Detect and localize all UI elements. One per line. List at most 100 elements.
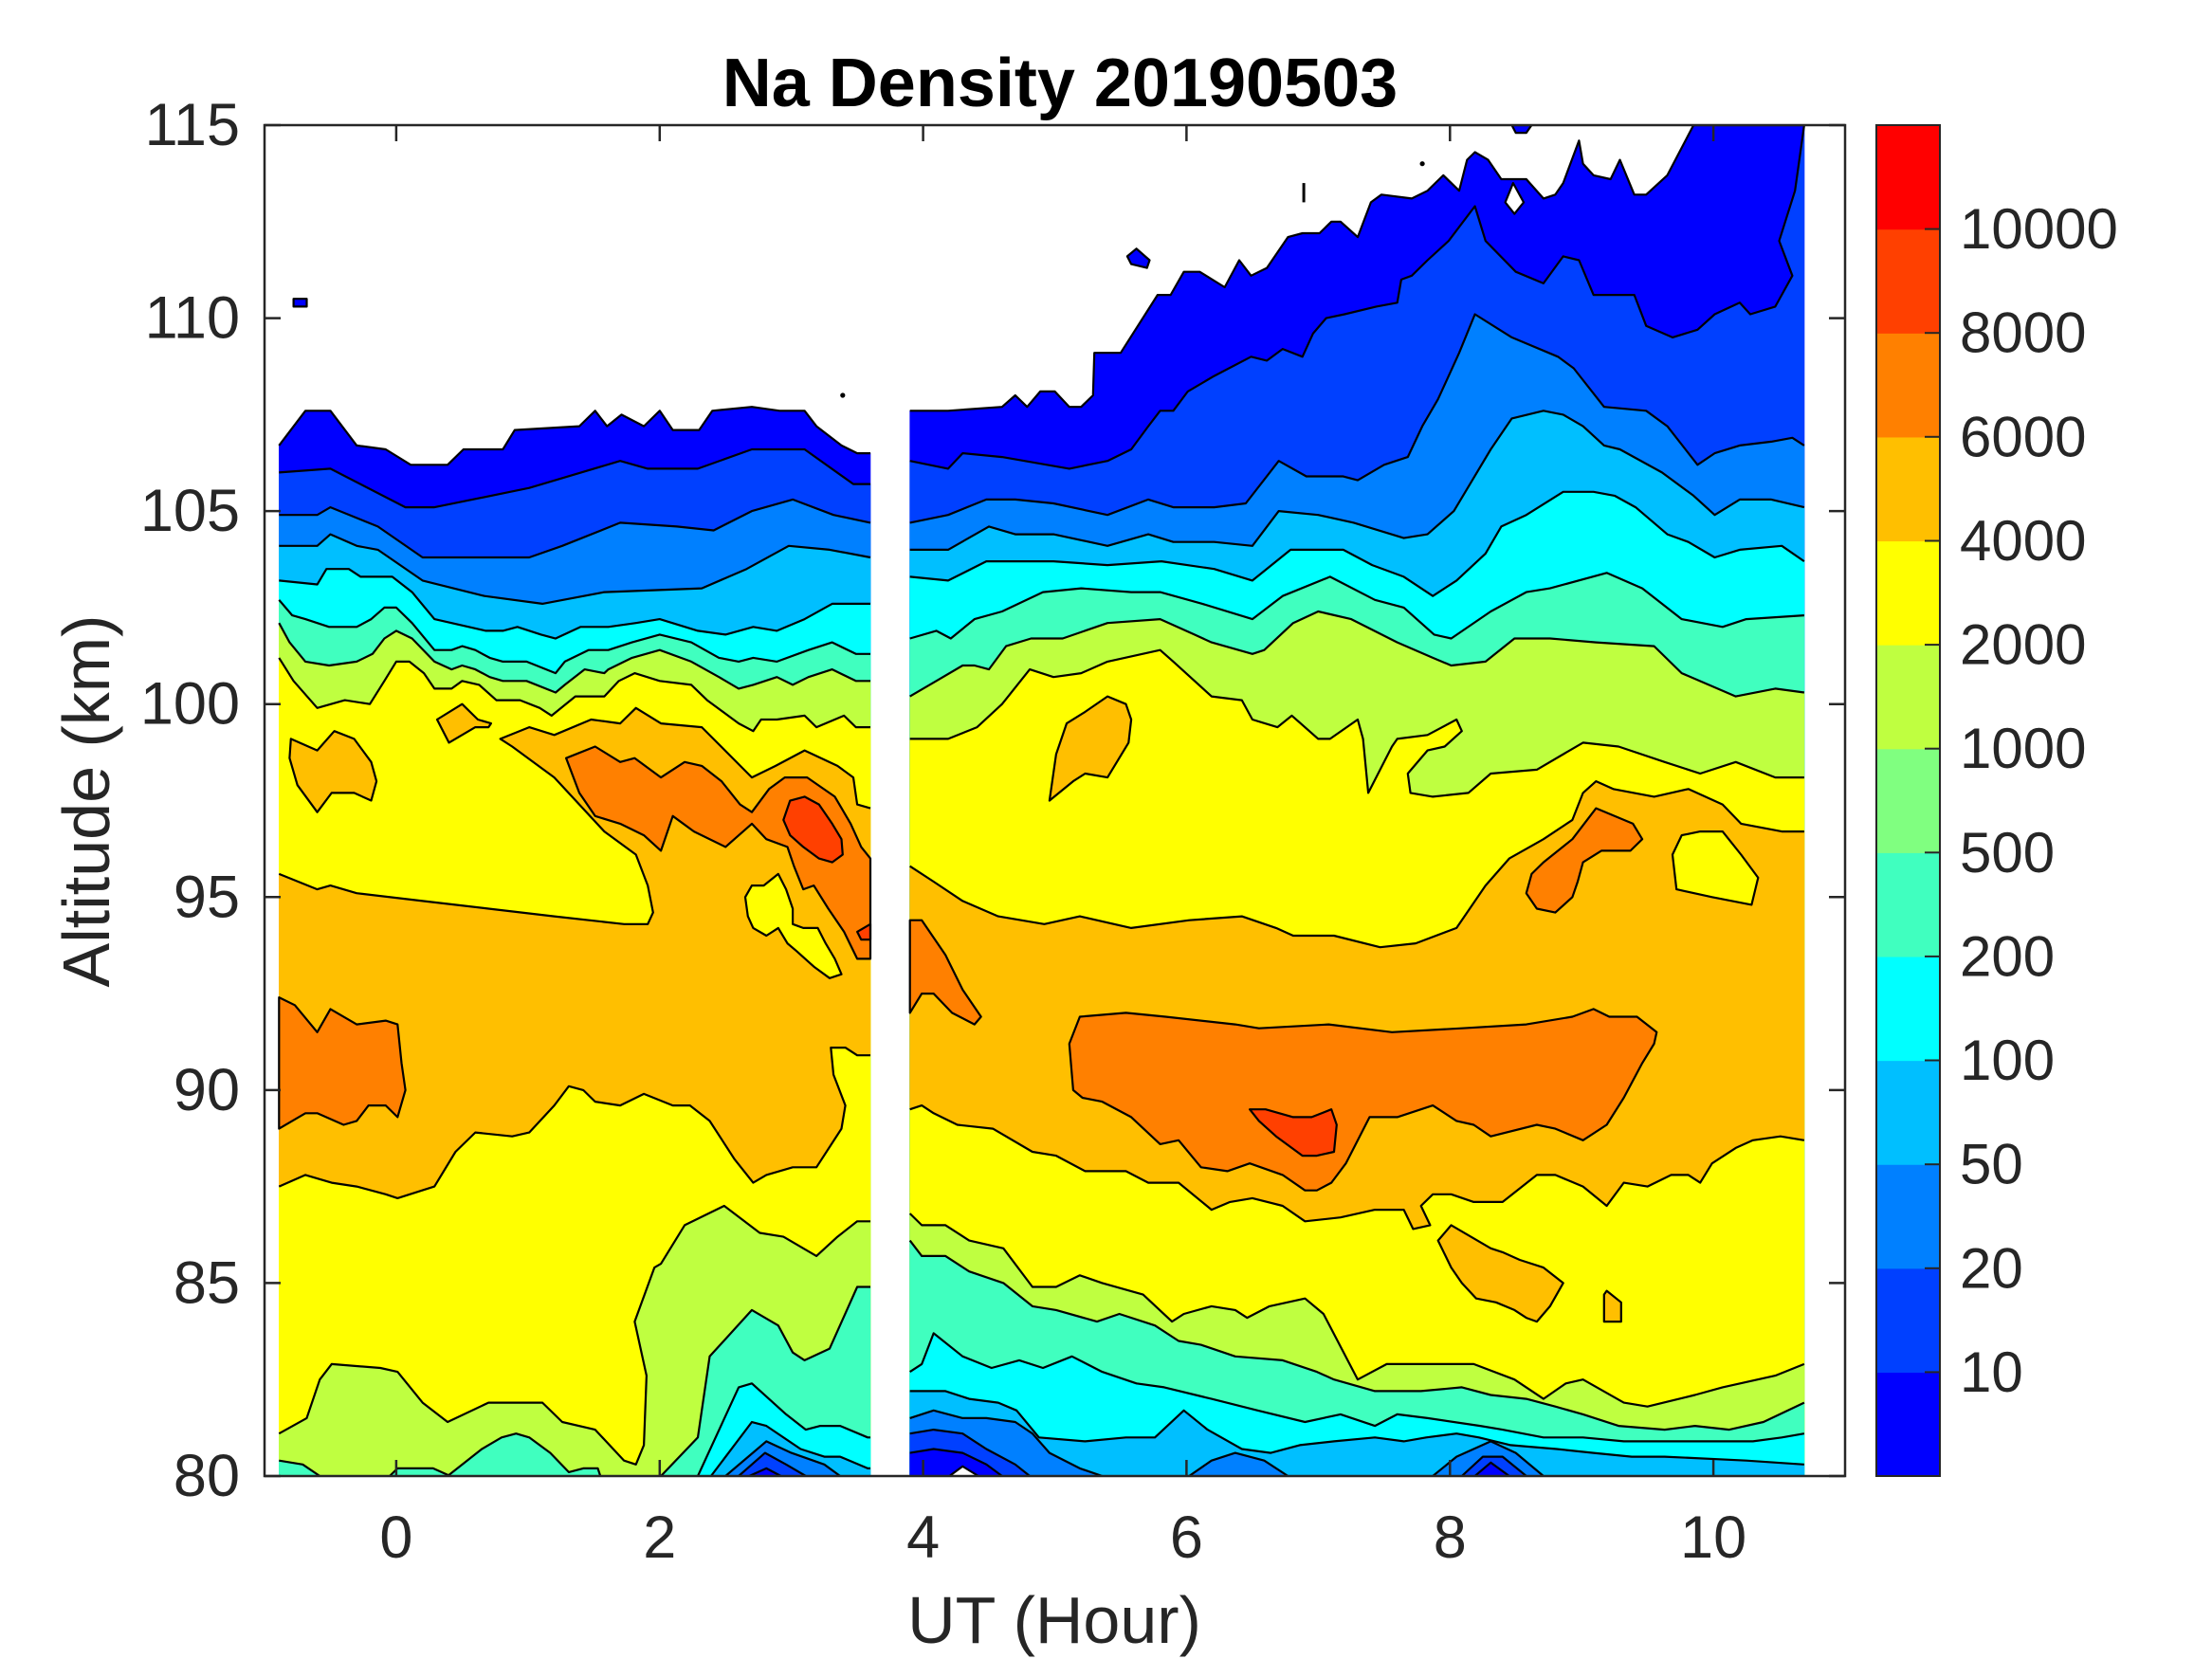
contour-line-panel-2-level-1000 — [908, 1239, 1805, 1431]
contour-line-panel-1-level-4000 — [743, 872, 843, 979]
colorbar-tick-label: 500 — [1960, 821, 2055, 884]
colorbar-band — [1876, 748, 1940, 853]
contour-line-panel-1-level-6000 — [564, 745, 872, 960]
y-tick-label: 95 — [174, 864, 240, 930]
contour-line-panel-2-level-2000 — [908, 1212, 1805, 1408]
contour-line-panel-1-level-1000 — [389, 1467, 451, 1476]
y-tick-label: 115 — [145, 92, 240, 158]
contour-line-panel-2-level-4000-top — [909, 779, 1804, 949]
contour-line-panel-2-level-100 — [909, 490, 1805, 597]
contour-line-panel-1-level-10 — [748, 1467, 782, 1476]
contour-line-panel-2-level-4000 — [1671, 830, 1760, 906]
colorbar-band — [1876, 956, 1940, 1062]
x-tick-label: 10 — [1680, 1504, 1746, 1571]
contour-line-panel-1-level-1000 — [447, 1432, 602, 1476]
contour-line-panel-2-level-4000 — [1436, 1224, 1564, 1323]
contour-line-panel-2-level-50 — [1432, 1440, 1545, 1476]
colorbar-band — [1876, 1164, 1940, 1269]
contour-line-panel-1-level-0 — [278, 406, 870, 466]
colorbar-tick-label: 10000 — [1960, 197, 2118, 261]
contour-line-panel-2-level-4000 — [1602, 1289, 1622, 1323]
colorbar-band — [1876, 540, 1940, 646]
y-tick-label: 80 — [174, 1443, 240, 1509]
plot-frame — [263, 123, 1847, 1478]
x-tick-label: 0 — [379, 1504, 412, 1571]
contour-line-panel-2-level-20 — [909, 1428, 1031, 1476]
contour-line-panel-2-level-0 — [909, 125, 1804, 412]
contour-line-panel-2-level-50 — [909, 1409, 1103, 1476]
y-tick-label: 90 — [174, 1057, 240, 1123]
contour-line-panel-1-level-10 — [279, 447, 870, 509]
colorbar-band — [1876, 125, 1940, 230]
colorbar-tick-label: 4000 — [1960, 509, 2086, 573]
contour-line-panel-1-level-4000-top — [278, 706, 871, 925]
colorbar-band — [1876, 228, 1940, 334]
colorbar-band — [1876, 1060, 1940, 1165]
contour-line-panel-2-level-50 — [1188, 1451, 1289, 1476]
contour-line-panel-2-level-6000 — [908, 919, 982, 1026]
y-axis-label: Altitude (km) — [49, 615, 123, 988]
x-tick-label: 4 — [906, 1504, 940, 1571]
contour-line-panel-2-level-6000 — [1525, 807, 1644, 914]
colorbar-tick-label: 200 — [1960, 924, 2055, 988]
contour-lines — [278, 125, 1805, 1476]
colorbar-tick-label: 100 — [1960, 1029, 2055, 1092]
contour-line-panel-1-level-0 — [292, 298, 308, 308]
chart-title: Na Density 20190503 — [722, 46, 1398, 121]
colorbar-band — [1876, 333, 1940, 438]
contour-line-panel-2-level-200 — [909, 572, 1804, 640]
colorbar-frame — [1875, 124, 1941, 1477]
contour-line-panel-1-level-100 — [279, 568, 870, 640]
x-tick-label: 6 — [1170, 1504, 1203, 1571]
contour-line-panel-1-level-1000 — [278, 622, 870, 694]
contour-line-panel-2-level-0 — [948, 1465, 979, 1476]
colorbar-tick-label: 10 — [1960, 1340, 2023, 1404]
contour-line-panel-1-level-100 — [710, 1420, 870, 1476]
colorbar-tick-label: 1000 — [1960, 717, 2086, 780]
contour-line-panel-2-level-6000 — [1068, 1008, 1658, 1192]
contour-line-panel-2-level-4000-bottom — [909, 1103, 1805, 1231]
contour-speck — [1419, 161, 1425, 167]
colorbar-band — [1876, 1372, 1940, 1477]
contour-line-panel-2-level-20 — [909, 313, 1805, 524]
axes: 0 2 4 6 8 10 115 110 105 100 95 90 85 80 — [140, 92, 1847, 1571]
colorbar-band — [1876, 436, 1940, 542]
contour-line-panel-2-level-10 — [909, 1448, 1003, 1476]
contour-line-panel-1-level-8000 — [855, 922, 872, 941]
colorbar-tick-label: 8000 — [1960, 301, 2086, 365]
contour-line-panel-1-level-4000 — [435, 702, 493, 744]
contour-line-panel-1-level-200 — [278, 599, 870, 675]
y-tick-label: 100 — [140, 671, 240, 738]
contour-line-panel-1-level-1000 — [660, 1285, 870, 1476]
contour-line-panel-2-level-0 — [1125, 247, 1151, 269]
x-tick-label: 2 — [643, 1504, 676, 1571]
contour-line-panel-2-level-0 — [1510, 125, 1533, 135]
colorbar-tick-label: 6000 — [1960, 405, 2086, 468]
contour-speck — [840, 392, 846, 398]
contour-line-panel-2-level-100 — [909, 1390, 1804, 1466]
contour-line-panel-1-level-50 — [279, 533, 871, 606]
y-tick-label: 110 — [145, 285, 240, 352]
colorbar-band — [1876, 1267, 1940, 1373]
contour-line-panel-1-level-8000 — [782, 795, 844, 864]
contour-line-panel-2-level-20 — [1461, 1455, 1527, 1476]
contour-line-panel-2-level-200 — [909, 1332, 1805, 1443]
contour-plot-area — [278, 125, 1805, 1476]
contour-line-panel-1-level-1000 — [279, 1459, 320, 1476]
contour-fill-panel-1-level-0 — [293, 298, 307, 307]
colorbar-band — [1876, 852, 1940, 957]
y-tick-label: 85 — [174, 1249, 240, 1316]
contour-line-panel-2-level-10 — [1473, 1461, 1510, 1476]
contour-line-panel-1-level-4000 — [288, 730, 378, 813]
contour-line-panel-1-level-20 — [738, 1451, 807, 1476]
colorbar: 10000 8000 6000 4000 2000 1000 500 200 100 50 20 10 — [1875, 124, 2118, 1477]
contour-line-panel-1-level-6000 — [278, 995, 407, 1130]
colorbar-tick-label: 50 — [1960, 1133, 2023, 1196]
contour-line-panel-2-level-4000 — [1048, 695, 1133, 802]
contour-line-panel-1-level-2000 — [278, 1204, 870, 1466]
y-tick-label: 105 — [140, 478, 240, 544]
colorbar-tick-label: 20 — [1960, 1236, 2023, 1300]
x-axis-label: UT (Hour) — [907, 1583, 1201, 1657]
colorbar-band — [1876, 645, 1940, 750]
